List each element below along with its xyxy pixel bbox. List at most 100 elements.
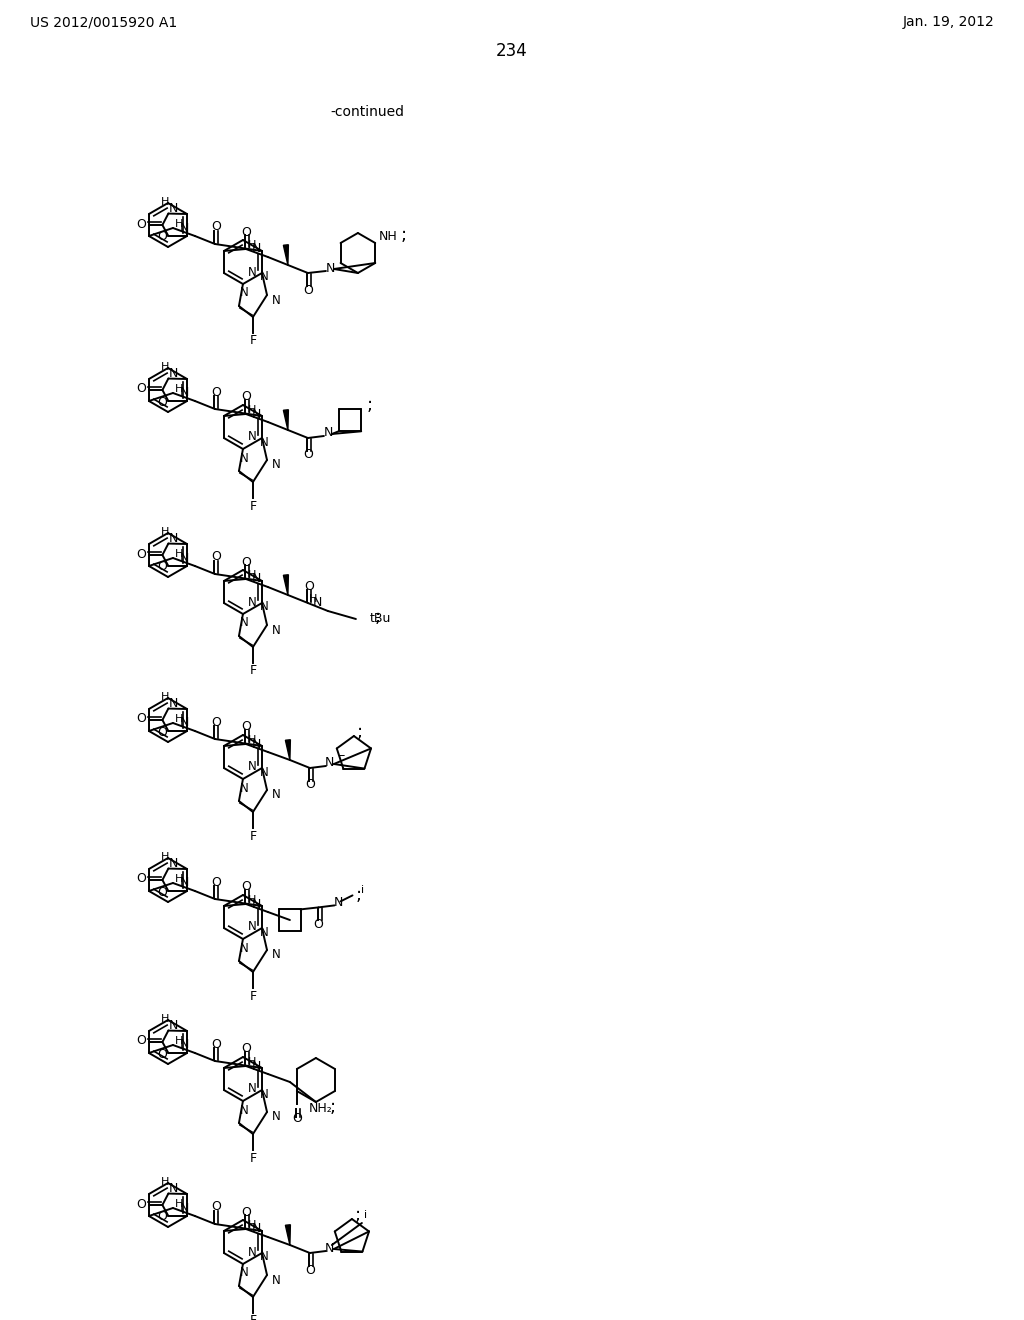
Text: N: N — [313, 597, 323, 610]
Text: F: F — [250, 334, 257, 347]
Text: N: N — [240, 616, 249, 630]
Text: ;: ; — [356, 723, 362, 741]
Text: tBu: tBu — [370, 612, 391, 626]
Text: O: O — [136, 383, 146, 396]
Text: N: N — [252, 408, 261, 421]
Text: H: H — [175, 714, 183, 723]
Text: O: O — [136, 713, 146, 726]
Text: H: H — [161, 1014, 170, 1023]
Text: H: H — [248, 240, 256, 249]
Text: ;: ; — [367, 396, 373, 413]
Polygon shape — [286, 1225, 291, 1245]
Text: N: N — [252, 738, 261, 751]
Text: N: N — [240, 1266, 249, 1279]
Text: N: N — [248, 265, 256, 279]
Text: N: N — [271, 788, 281, 801]
Text: N: N — [179, 876, 188, 890]
Text: N: N — [248, 920, 256, 933]
Text: H: H — [161, 1176, 170, 1187]
Text: O: O — [211, 220, 221, 234]
Text: N: N — [179, 1039, 188, 1052]
Text: N: N — [260, 436, 268, 449]
Text: N: N — [260, 601, 268, 614]
Text: H: H — [175, 384, 183, 393]
Text: NH₂: NH₂ — [309, 1102, 333, 1115]
Text: N: N — [334, 896, 343, 909]
Text: N: N — [248, 430, 256, 444]
Text: ;: ; — [375, 609, 381, 626]
Text: N: N — [271, 623, 281, 636]
Text: O: O — [305, 1263, 314, 1276]
Text: N: N — [326, 756, 335, 770]
Text: O: O — [158, 886, 167, 899]
Text: O: O — [158, 396, 167, 408]
Text: O: O — [158, 1048, 167, 1060]
Text: O: O — [158, 231, 167, 243]
Text: 234: 234 — [496, 42, 528, 59]
Text: H: H — [161, 692, 170, 701]
Text: O: O — [303, 284, 313, 297]
Text: N: N — [260, 271, 268, 284]
Text: -continued: -continued — [330, 106, 404, 119]
Text: H: H — [161, 527, 170, 536]
Text: N: N — [248, 1246, 256, 1258]
Polygon shape — [284, 574, 289, 595]
Text: N: N — [179, 387, 188, 400]
Text: O: O — [158, 726, 167, 738]
Text: O: O — [158, 1210, 167, 1224]
Text: H: H — [248, 405, 256, 414]
Text: N: N — [169, 202, 178, 215]
Text: H: H — [248, 735, 256, 744]
Text: H: H — [161, 851, 170, 862]
Text: N: N — [179, 552, 188, 565]
Text: H: H — [248, 1220, 256, 1230]
Text: N: N — [252, 898, 261, 911]
Text: F: F — [250, 1315, 257, 1320]
Text: H: H — [175, 1036, 183, 1045]
Text: N: N — [169, 1183, 178, 1195]
Text: N: N — [271, 949, 281, 961]
Text: H: H — [161, 197, 170, 206]
Text: N: N — [240, 781, 249, 795]
Text: N: N — [169, 697, 178, 710]
Text: H: H — [175, 1199, 183, 1209]
Text: N: N — [179, 717, 188, 730]
Text: N: N — [248, 595, 256, 609]
Text: O: O — [136, 1197, 146, 1210]
Text: N: N — [169, 367, 178, 380]
Text: O: O — [241, 1043, 251, 1056]
Text: O: O — [241, 880, 251, 894]
Text: N: N — [248, 1082, 256, 1096]
Text: H: H — [161, 362, 170, 371]
Text: O: O — [292, 1113, 302, 1126]
Text: H: H — [175, 874, 183, 884]
Text: O: O — [211, 875, 221, 888]
Text: H: H — [248, 1057, 256, 1067]
Text: F: F — [250, 499, 257, 512]
Text: N: N — [179, 1201, 188, 1214]
Text: N: N — [260, 925, 268, 939]
Text: H: H — [248, 895, 256, 906]
Text: N: N — [252, 243, 261, 256]
Text: –: – — [339, 750, 345, 763]
Text: N: N — [169, 857, 178, 870]
Text: N: N — [240, 286, 249, 300]
Text: ;: ; — [330, 1098, 336, 1115]
Text: O: O — [211, 550, 221, 564]
Text: O: O — [304, 579, 313, 593]
Text: F: F — [250, 990, 257, 1002]
Text: N: N — [252, 573, 261, 586]
Text: O: O — [158, 561, 167, 573]
Text: O: O — [241, 721, 251, 734]
Text: N: N — [271, 293, 281, 306]
Text: N: N — [252, 1222, 261, 1236]
Text: N: N — [240, 451, 249, 465]
Text: O: O — [136, 548, 146, 561]
Text: N: N — [179, 222, 188, 235]
Text: N: N — [248, 760, 256, 774]
Text: O: O — [136, 218, 146, 231]
Text: H: H — [175, 549, 183, 558]
Text: N: N — [169, 532, 178, 545]
Polygon shape — [286, 739, 291, 760]
Text: F: F — [250, 664, 257, 677]
